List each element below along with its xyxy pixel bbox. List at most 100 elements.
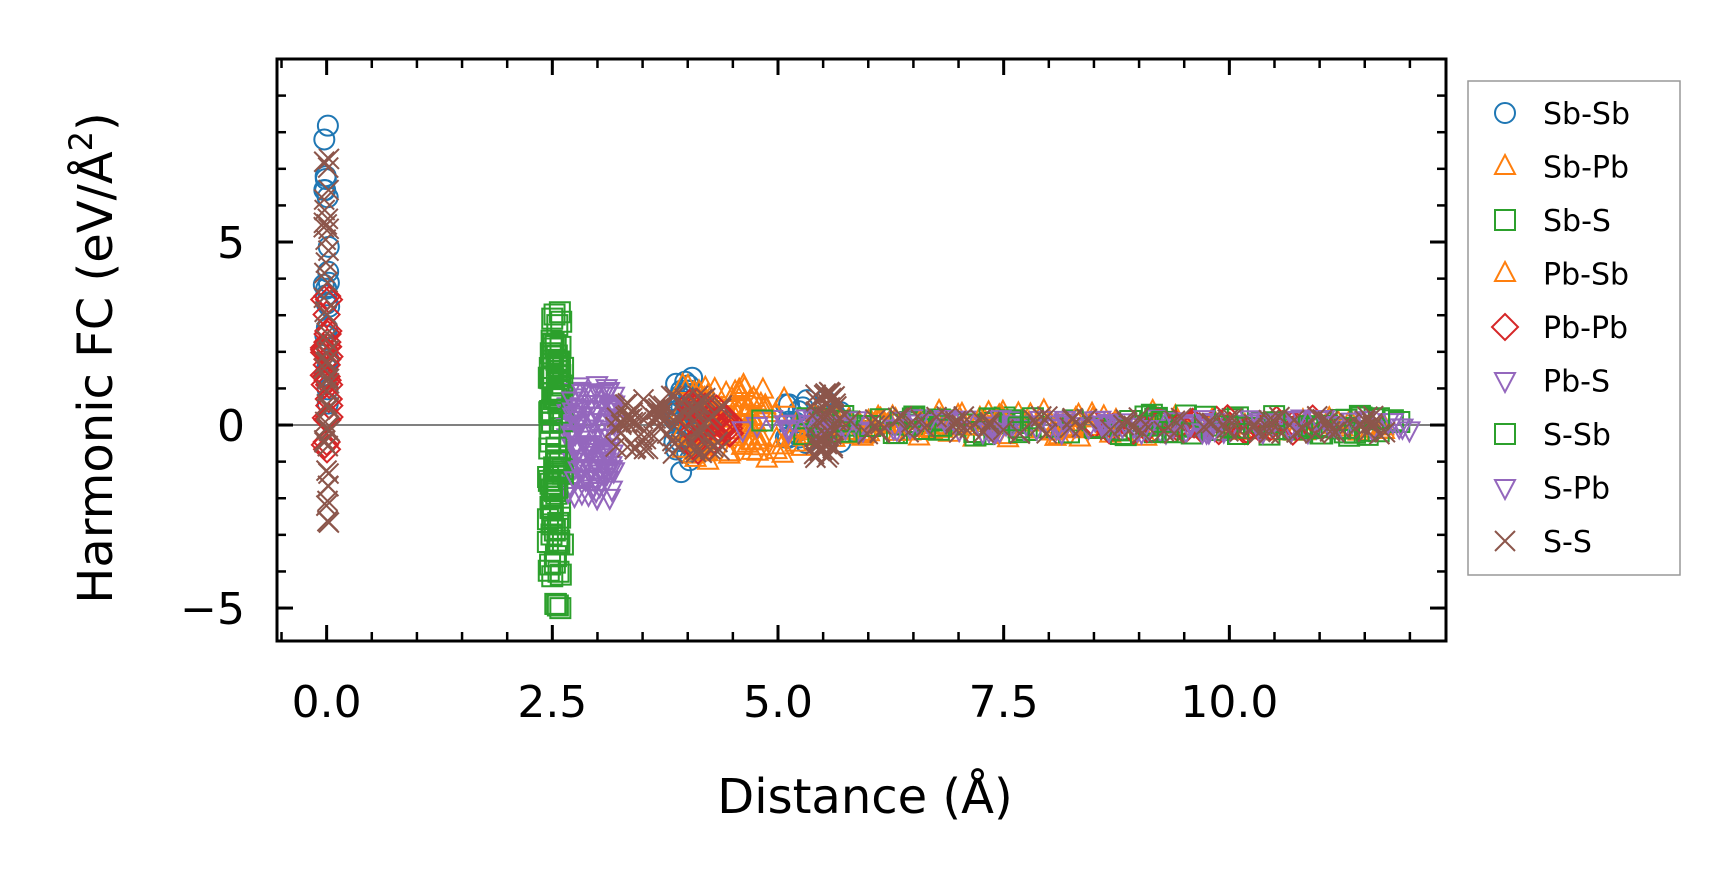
- data-point: [1061, 407, 1084, 429]
- data-point: [312, 300, 341, 329]
- legend-item-s-sb: S-Sb: [1494, 418, 1611, 453]
- data-point: [818, 443, 840, 466]
- data-point: [869, 420, 891, 443]
- data-point: [914, 417, 937, 440]
- data-point: [708, 439, 731, 461]
- legend-marker: [1493, 152, 1517, 175]
- data-point: [710, 397, 732, 420]
- x-tick-label: 7.5: [969, 677, 1039, 728]
- data-point: [591, 420, 616, 443]
- data-point: [1227, 422, 1250, 445]
- data-point: [815, 425, 838, 447]
- data-point: [1221, 407, 1243, 430]
- data-point: [571, 460, 595, 483]
- data-point: [1306, 405, 1328, 428]
- data-point: [543, 303, 566, 326]
- legend-label: Sb-Pb: [1543, 151, 1629, 186]
- data-point: [314, 384, 344, 414]
- data-point: [561, 402, 585, 425]
- data-point: [1128, 406, 1150, 429]
- legend-marker: [1490, 312, 1520, 342]
- data-point: [1249, 421, 1271, 443]
- data-point: [656, 422, 678, 445]
- data-point: [313, 319, 343, 349]
- data-point: [314, 351, 337, 374]
- data-point: [685, 441, 707, 463]
- data-point: [314, 370, 344, 400]
- legend-marker: [1494, 102, 1516, 124]
- data-point: [1283, 409, 1305, 431]
- legend-item-s-s: S-S: [1494, 525, 1592, 560]
- data-point: [992, 419, 1015, 441]
- data-point: [732, 374, 757, 398]
- data-point: [541, 411, 564, 434]
- legend-item-s-pb: S-Pb: [1493, 472, 1610, 507]
- data-point: [727, 376, 751, 399]
- data-point: [764, 425, 789, 448]
- data-point: [972, 421, 995, 444]
- data-point: [891, 405, 913, 427]
- y-tick-label: 0: [217, 401, 245, 452]
- data-point: [1198, 411, 1220, 434]
- data-point: [1390, 418, 1415, 441]
- data-point: [805, 401, 828, 423]
- data-point: [1112, 414, 1135, 436]
- legend-item-pb-pb: Pb-Pb: [1490, 311, 1628, 346]
- data-point: [314, 411, 336, 433]
- legend-label: Sb-Sb: [1543, 97, 1630, 132]
- data-point: [1216, 417, 1238, 439]
- data-point: [545, 462, 568, 485]
- data-point: [317, 397, 340, 420]
- data-point: [751, 409, 774, 432]
- axes-frame: [275, 57, 1448, 643]
- data-point: [770, 440, 795, 463]
- axes: 0.0 2.5 5.0 7.5 10.0 −5 0 5: [180, 57, 1448, 728]
- legend-item-pb-s: Pb-S: [1493, 365, 1610, 400]
- data-point: [550, 310, 573, 333]
- data-point: [633, 438, 655, 460]
- data-point: [316, 393, 338, 415]
- data-point: [1242, 417, 1264, 439]
- y-axis-label: Harmonic FC (eV/Å2): [62, 112, 124, 604]
- data-point: [731, 421, 755, 444]
- data-point: [313, 199, 336, 221]
- data-point: [1096, 414, 1120, 437]
- legend: Sb-Sb Sb-Pb Sb-S Pb-Sb Pb-Pb Pb-S S-Sb S-Pb S-S: [1467, 80, 1681, 576]
- data-point: [316, 322, 338, 344]
- data-point: [631, 428, 653, 451]
- data-point: [582, 471, 606, 494]
- data-point: [639, 403, 661, 425]
- data-point: [546, 517, 569, 540]
- y-axis-label-close: ): [68, 112, 124, 131]
- data-point: [313, 262, 336, 284]
- data-point: [318, 148, 340, 170]
- legend-label: S-Sb: [1543, 418, 1611, 453]
- data-point: [624, 438, 646, 460]
- data-point: [546, 594, 569, 617]
- data-point: [595, 442, 619, 465]
- data-point: [546, 449, 569, 472]
- data-point: [914, 416, 936, 439]
- plot-area: [277, 114, 1446, 620]
- data-point: [542, 333, 565, 356]
- data-point: [571, 384, 595, 407]
- legend-marker: [1494, 530, 1516, 552]
- data-point: [584, 481, 608, 505]
- data-point: [676, 372, 700, 395]
- data-point: [823, 385, 846, 408]
- data-point: [1131, 422, 1154, 444]
- data-point: [1036, 405, 1059, 428]
- data-point: [1163, 422, 1185, 445]
- x-tick-label: 0.0: [292, 677, 362, 728]
- legend-marker: [1493, 372, 1517, 395]
- legend-item-pb-sb: Pb-Sb: [1493, 258, 1629, 293]
- data-point: [543, 519, 566, 542]
- data-point: [740, 414, 764, 437]
- data-point: [740, 437, 764, 460]
- y-tick-label: 5: [217, 218, 245, 269]
- data-point: [870, 413, 892, 435]
- data-point: [549, 360, 572, 383]
- legend-marker: [1493, 259, 1517, 282]
- data-point: [541, 307, 564, 330]
